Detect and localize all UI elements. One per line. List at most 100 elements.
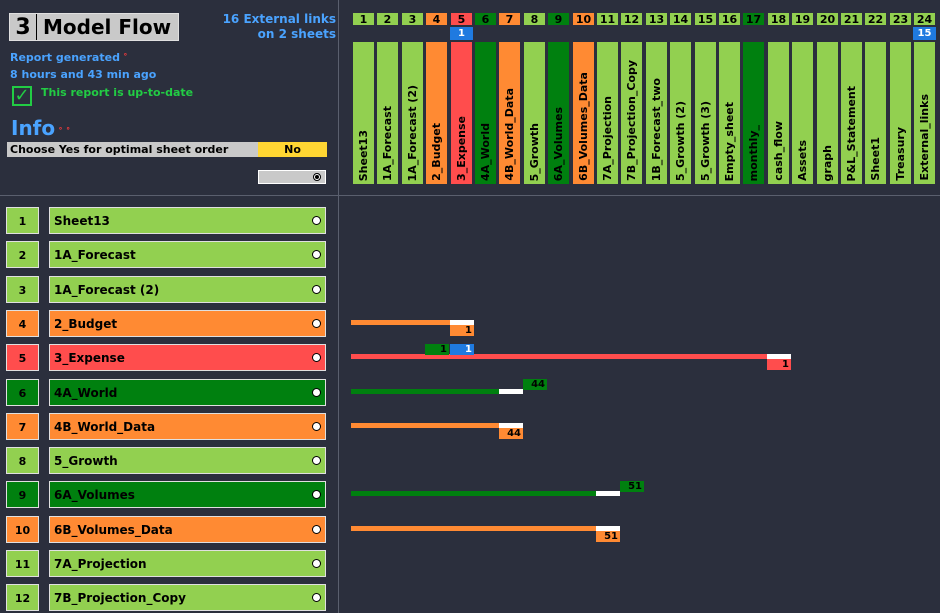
row-sheet-name[interactable]: Sheet13 [49, 207, 326, 234]
row-sheet-label: 3_Expense [54, 351, 125, 365]
column-sheet-name[interactable]: External_links [913, 41, 936, 185]
sheet-order-toggle[interactable] [258, 170, 326, 184]
row-sheet-name[interactable]: 4B_World_Data [49, 413, 326, 440]
radio-icon[interactable] [312, 388, 321, 397]
row-number: 7 [6, 413, 39, 440]
row-sheet-label: 4A_World [54, 386, 118, 400]
column-sheet-name[interactable]: 5_Growth (3) [694, 41, 717, 185]
row-sheet-name[interactable]: 4A_World [49, 379, 326, 406]
column-sheet-label: Sheet13 [357, 129, 370, 181]
flow-count-label[interactable]: 1 [425, 344, 449, 355]
row-sheet-name[interactable]: 5_Growth [49, 447, 326, 474]
sheet-order-select[interactable]: No [258, 142, 327, 157]
sheet-order-row: Choose Yes for optimal sheet order No [7, 142, 327, 157]
row-sheet-label: 6A_Volumes [54, 488, 135, 502]
flow-count-label[interactable]: 1 [450, 325, 474, 336]
flow-bar [351, 354, 767, 359]
radio-icon[interactable] [312, 285, 321, 294]
radio-icon[interactable] [312, 422, 321, 431]
flow-count-label[interactable]: 44 [499, 428, 523, 439]
row-sheet-name[interactable]: 6A_Volumes [49, 481, 326, 508]
column-number: 4 [425, 12, 448, 26]
column-sheet-name[interactable]: Assets [791, 41, 814, 185]
external-links-summary[interactable]: 16 External links on 2 sheets [200, 12, 336, 42]
flow-count-label[interactable]: 51 [596, 531, 620, 542]
radio-icon[interactable] [312, 490, 321, 499]
flow-bar [351, 423, 499, 428]
radio-icon[interactable] [312, 559, 321, 568]
column-number: 19 [791, 12, 814, 26]
row-sheet-name[interactable]: 7A_Projection [49, 550, 326, 577]
radio-icon[interactable] [312, 593, 321, 602]
column-sheet-name[interactable]: Empty_sheet [718, 41, 741, 185]
radio-icon[interactable] [312, 456, 321, 465]
flow-count-label[interactable]: 1 [450, 344, 474, 355]
column-sheet-name[interactable]: Treasury [889, 41, 912, 185]
column-sheet-label: 5_Growth (3) [699, 101, 712, 181]
row-number: 3 [6, 276, 39, 303]
row-sheet-name[interactable]: 1A_Forecast (2) [49, 276, 326, 303]
row-number: 10 [6, 516, 39, 543]
column-sheet-name[interactable]: 5_Growth [523, 41, 546, 185]
flow-count-label[interactable]: 44 [523, 379, 547, 390]
row-sheet-label: 2_Budget [54, 317, 118, 331]
radio-icon[interactable] [312, 525, 321, 534]
column-sheet-label: 7A_Projection [601, 96, 614, 181]
row-sheet-name[interactable]: 3_Expense [49, 344, 326, 371]
column-sheet-name[interactable]: 6A_Volumes [547, 41, 570, 185]
radio-icon[interactable] [312, 216, 321, 225]
info-heading[interactable]: Info ˚ ˚ [11, 116, 70, 140]
radio-selected-icon [313, 173, 321, 181]
column-number: 5 [450, 12, 473, 26]
column-sheet-name[interactable]: monthly_ [742, 41, 765, 185]
report-generated: Report generated ˚ 8 hours and 43 min ag… [10, 50, 156, 82]
column-sheet-name[interactable]: 3_Expense [450, 41, 473, 185]
column-number: 13 [645, 12, 668, 26]
column-sheet-label: 1A_Forecast (2) [406, 84, 419, 181]
column-sheet-name[interactable]: 1A_Forecast (2) [401, 41, 424, 185]
column-sheet-name[interactable]: Sheet13 [352, 41, 375, 185]
radio-icon[interactable] [312, 250, 321, 259]
column-number: 1 [352, 12, 375, 26]
row-sheet-label: 7A_Projection [54, 557, 147, 571]
column-sheet-name[interactable]: P&L_Statement [840, 41, 863, 185]
row-number: 1 [6, 207, 39, 234]
column-number: 7 [498, 12, 521, 26]
flow-bar-end [596, 526, 620, 531]
row-sheet-name[interactable]: 7B_Projection_Copy [49, 584, 326, 611]
flow-bar [351, 389, 499, 394]
row-sheet-name[interactable]: 1A_Forecast [49, 241, 326, 268]
column-sheet-name[interactable]: 2_Budget [425, 41, 448, 185]
column-sheet-label: 2_Budget [430, 123, 443, 181]
column-sheet-name[interactable]: 1B_Forecast_two [645, 41, 668, 185]
column-number: 18 [767, 12, 790, 26]
row-number: 6 [6, 379, 39, 406]
flow-bar [351, 320, 450, 325]
column-number: 14 [669, 12, 692, 26]
column-number: 9 [547, 12, 570, 26]
row-sheet-name[interactable]: 2_Budget [49, 310, 326, 337]
flow-count-label[interactable]: 51 [620, 481, 644, 492]
column-sheet-name[interactable]: 5_Growth (2) [669, 41, 692, 185]
column-sheet-name[interactable]: 7A_Projection [596, 41, 619, 185]
column-sheet-name[interactable]: 7B_Projection_Copy [620, 41, 643, 185]
external-link-count-badge[interactable]: 15 [913, 27, 936, 40]
column-sheet-label: P&L_Statement [845, 85, 858, 182]
external-link-count-badge[interactable]: 1 [450, 27, 473, 40]
title-box: 3 Model Flow [9, 13, 179, 41]
column-sheet-label: Assets [796, 140, 809, 181]
flow-count-label[interactable]: 1 [767, 359, 791, 370]
column-sheet-label: 4B_World_Data [503, 88, 516, 181]
column-sheet-name[interactable]: Sheet1 [864, 41, 887, 185]
divider-horizontal [0, 195, 940, 196]
column-sheet-name[interactable]: 4B_World_Data [498, 41, 521, 185]
radio-icon[interactable] [312, 319, 321, 328]
column-sheet-name[interactable]: cash_flow [767, 41, 790, 185]
column-sheet-name[interactable]: 1A_Forecast [376, 41, 399, 185]
column-sheet-name[interactable]: 6B_Volumes_Data [572, 41, 595, 185]
column-sheet-name[interactable]: graph [816, 41, 839, 185]
column-sheet-name[interactable]: 4A_World [474, 41, 497, 185]
column-sheet-label: monthly_ [747, 124, 760, 181]
row-sheet-name[interactable]: 6B_Volumes_Data [49, 516, 326, 543]
radio-icon[interactable] [312, 353, 321, 362]
